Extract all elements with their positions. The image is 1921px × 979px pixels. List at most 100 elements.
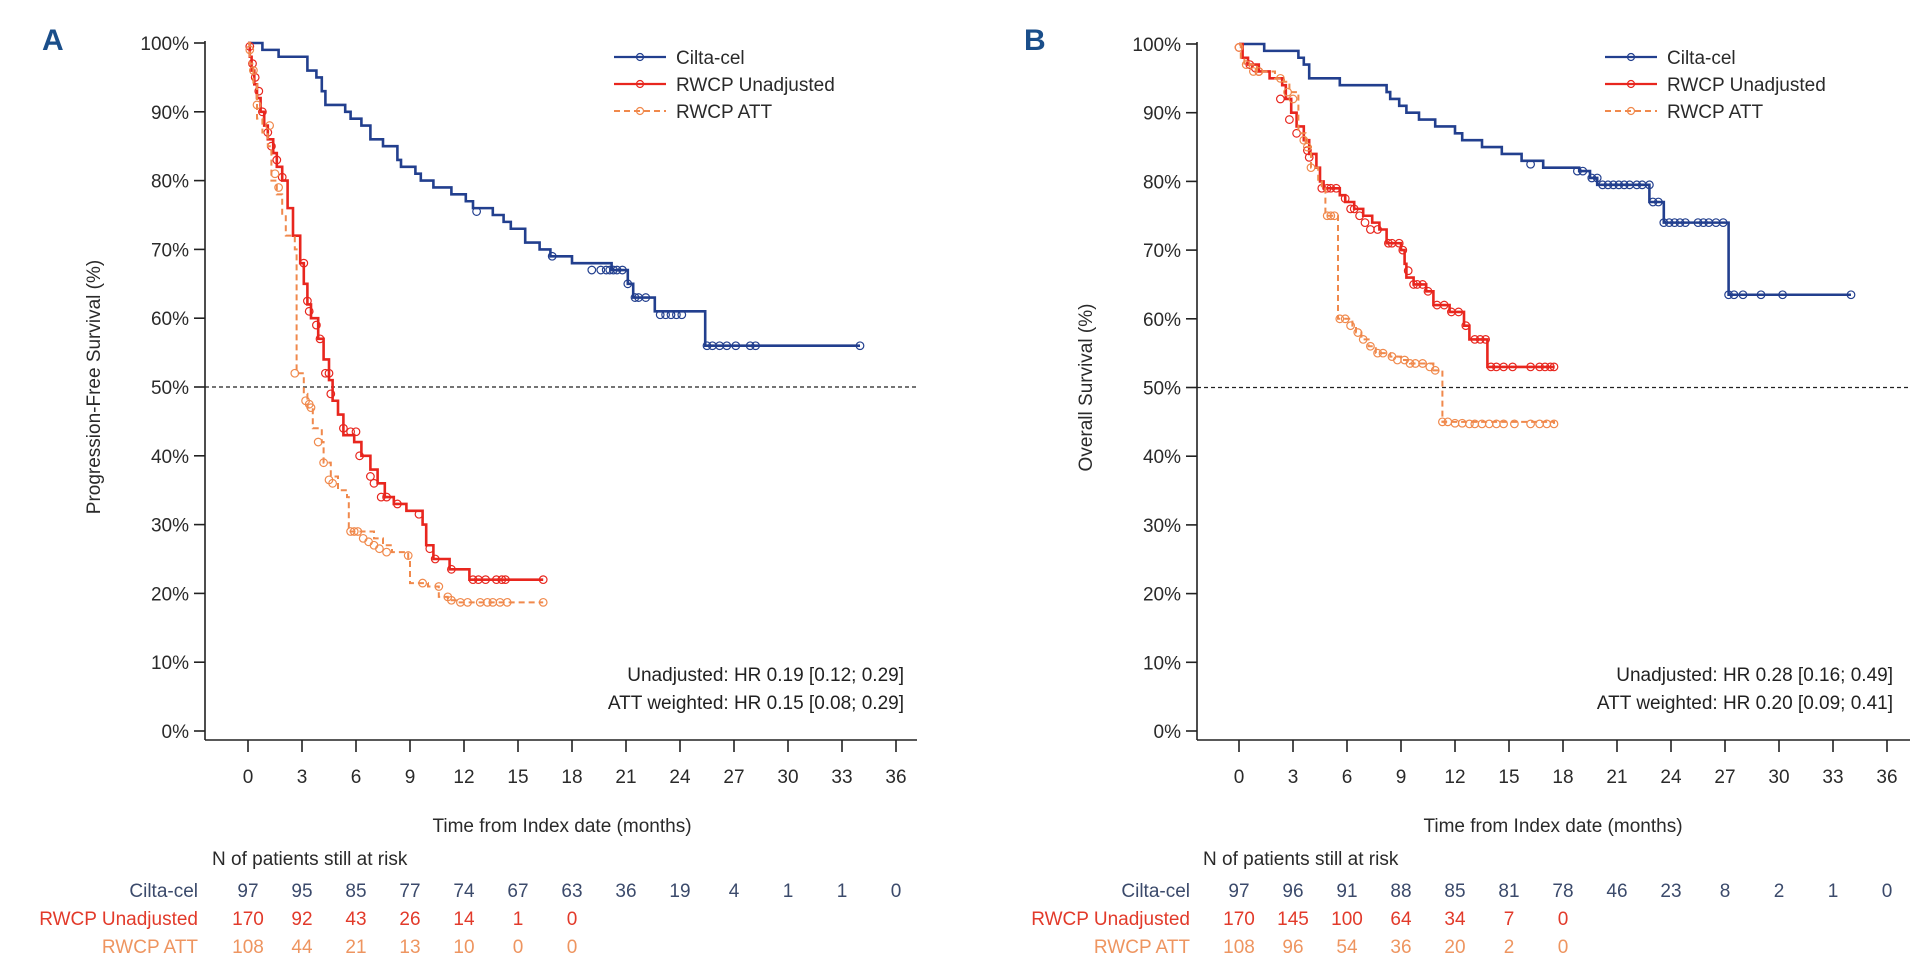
panel-b-y-tick-label: 20% — [1143, 585, 1181, 606]
panel-b-x-tick-label: 30 — [1768, 767, 1789, 788]
panel-b-x-tick-label: 27 — [1714, 767, 1735, 788]
panel-b-censor-mark-unadj — [1535, 362, 1544, 372]
panel-b-series-att — [1234, 43, 1559, 429]
panel-b-censor-mark-unadj — [1403, 266, 1413, 276]
panel-a-censor-mark-cilta — [472, 207, 482, 216]
panel-a-x-tick-label: 21 — [615, 767, 636, 788]
panel-b-at-risk-value-unadj: 145 — [1277, 909, 1309, 930]
panel-a-censor-mark-unadj — [497, 575, 507, 585]
panel-a-censor-mark-att — [483, 597, 492, 607]
panel-b-censor-mark-att — [1358, 335, 1368, 344]
panel-b-x-tick-label: 18 — [1552, 767, 1573, 788]
panel-b-censor-mark-att — [1329, 211, 1339, 221]
panel-b-censor-mark-att — [1464, 419, 1474, 429]
panel-a-at-risk-value-cilta: 0 — [891, 881, 902, 902]
panel-b-at-risk-title: N of patients still at risk — [1203, 849, 1399, 870]
panel-b-x-tick-label: 36 — [1876, 767, 1897, 788]
panel-a-y-tick-label: 30% — [151, 516, 189, 537]
panel-b-censor-mark-att — [1306, 163, 1316, 173]
panel-b-legend-marker-unadj — [1626, 79, 1636, 89]
panel-b-censor-mark-cilta — [1698, 218, 1708, 228]
panel-b-x-tick-label: 12 — [1444, 767, 1465, 788]
panel-a-y-tick-label: 100% — [140, 34, 189, 55]
panel-b-censor-mark-unadj — [1349, 204, 1359, 214]
panel-a-at-risk-label-att: RWCP ATT — [102, 937, 198, 958]
panel-a-censor-mark-cilta — [731, 341, 741, 351]
panel-a-at-risk-value-unadj: 26 — [399, 909, 420, 930]
panel-a-censor-mark-att — [418, 578, 428, 588]
panel-b-at-risk-value-cilta: 2 — [1774, 881, 1785, 902]
panel-a-at-risk-label-unadj: RWCP Unadjusted — [39, 909, 198, 930]
panel-b-censor-mark-cilta — [1778, 290, 1787, 300]
panel-b-censor-mark-cilta — [1603, 180, 1613, 190]
panel-b-censor-mark-cilta — [1648, 197, 1658, 207]
panel-b-at-risk-value-att: 2 — [1504, 937, 1515, 958]
panel-b-series-cilta — [1239, 42, 1856, 300]
panel-b-censor-mark-cilta — [1675, 218, 1685, 228]
panel-b-km-curve-unadj — [1239, 42, 1554, 369]
panel-b-legend-label-cilta: Cilta-cel — [1667, 48, 1736, 69]
panel-a-censor-mark-att — [328, 478, 338, 488]
panel-a-censor-mark-att — [313, 437, 323, 447]
panel-b-censor-mark-unadj — [1409, 280, 1418, 289]
panel-b-x-axis-title: Time from Index date (months) — [1423, 816, 1682, 837]
panel-a-censor-mark-unadj — [468, 575, 478, 585]
panel-a-at-risk-value-cilta: 67 — [507, 881, 528, 902]
panel-b-censor-mark-att — [1353, 328, 1363, 337]
panel-b-censor-mark-unadj — [1394, 238, 1404, 248]
panel-a-censor-mark-cilta — [587, 265, 597, 275]
panel-a-at-risk-value-att: 108 — [232, 937, 264, 958]
panel-a-x-tick-label: 15 — [507, 767, 528, 788]
panel-b-censor-mark-att — [1254, 67, 1264, 76]
panel-b-censor-mark-unadj — [1284, 115, 1294, 124]
panel-a-censor-mark-unadj — [254, 86, 264, 96]
panel-a-at-risk-value-att: 44 — [291, 937, 313, 958]
panel-b-censor-mark-unadj — [1549, 362, 1559, 372]
panel-b-series-unadj — [1234, 42, 1559, 372]
panel-a-censor-mark-unadj — [351, 427, 361, 437]
panel-a-at-risk-value-unadj: 92 — [291, 909, 312, 930]
panel-a-censor-mark-cilta — [745, 341, 755, 351]
panel-a-y-tick-label: 0% — [162, 722, 190, 743]
panel-a-censor-mark-unadj — [339, 423, 348, 433]
panel-a-censor-mark-att — [265, 121, 275, 130]
panel-b-hr-att-weighted: ATT weighted: HR 0.20 [0.09; 0.41] — [1597, 693, 1893, 714]
panel-a-censor-mark-unadj — [538, 575, 548, 585]
panel-b-censor-mark-unadj — [1304, 152, 1314, 162]
panel-b-censor-mark-unadj — [1322, 183, 1332, 193]
panel-b-censor-mark-unadj — [1360, 218, 1370, 228]
panel-b-censor-mark-att — [1405, 359, 1415, 368]
panel-b-censor-mark-unadj — [1481, 335, 1490, 344]
panel-a-at-risk-value-cilta: 36 — [615, 881, 636, 902]
panel-b-censor-mark-unadj — [1346, 204, 1355, 214]
panel-a-censor-mark-unadj — [346, 427, 356, 437]
panel-b-censor-mark-unadj — [1470, 335, 1480, 344]
panel-b-x-tick-label: 6 — [1342, 767, 1353, 788]
panel-b-at-risk-value-att: 54 — [1336, 937, 1358, 958]
panel-b-x-tick-label: 33 — [1822, 767, 1843, 788]
panel-b-censor-mark-att — [1509, 419, 1519, 429]
panel-b-censor-mark-cilta — [1614, 180, 1624, 190]
panel-a-censor-mark-att — [382, 547, 392, 557]
panel-a-legend-marker-cilta — [635, 52, 645, 62]
panel-a-censor-mark-unadj — [430, 554, 440, 564]
panel-b-y-tick-label: 40% — [1143, 447, 1181, 468]
panel-a-legend-label-cilta: Cilta-cel — [676, 48, 745, 69]
panel-a-censor-mark-cilta — [722, 341, 732, 351]
panel-a-censor-mark-unadj — [382, 492, 392, 502]
panel-b-at-risk-value-cilta: 97 — [1228, 881, 1249, 902]
panel-b-at-risk-label-unadj: RWCP Unadjusted — [1031, 909, 1190, 930]
panel-a-censor-mark-att — [245, 45, 255, 55]
panel-a-at-risk-label-cilta: Cilta-cel — [129, 881, 198, 902]
panel-b-censor-mark-att — [1378, 348, 1388, 358]
panel-a-censor-mark-cilta — [661, 310, 670, 320]
panel-b-censor-mark-unadj — [1412, 280, 1422, 289]
panel-a-censor-mark-unadj — [355, 451, 365, 461]
panel-a-y-tick-label: 60% — [151, 309, 189, 330]
panel-a-censor-mark-unadj — [414, 509, 424, 519]
panel-b-censor-mark-cilta — [1670, 218, 1679, 228]
panel-b-censor-mark-cilta — [1680, 218, 1690, 228]
panel-b-at-risk-value-cilta: 85 — [1444, 881, 1465, 902]
panel-b-y-tick-label: 90% — [1143, 104, 1181, 125]
panel-b-censor-mark-unadj — [1292, 128, 1301, 138]
